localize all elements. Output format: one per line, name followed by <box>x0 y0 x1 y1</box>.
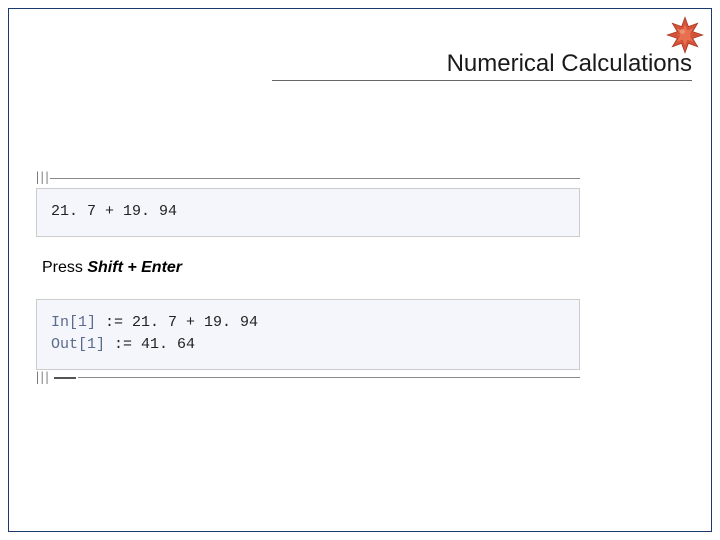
page-title: Numerical Calculations <box>447 50 692 77</box>
content-area: ||| 21. 7 + 19. 94 Press Shift + Enter I… <box>36 170 580 386</box>
cell-bracket-icon: ||| <box>36 170 50 186</box>
cell-divider-line <box>50 178 580 179</box>
out-label: Out[1] <box>51 336 105 353</box>
title-container: Numerical Calculations <box>272 50 692 81</box>
title-underline: Numerical Calculations <box>272 50 692 81</box>
cell-divider-line <box>78 377 580 378</box>
instruction-keys: Shift + Enter <box>87 259 182 276</box>
mathematica-logo-icon <box>664 14 706 56</box>
instruction-text: Press Shift + Enter <box>42 259 580 277</box>
in-expr: 21. 7 + 19. 94 <box>132 314 258 331</box>
input-code-block: 21. 7 + 19. 94 <box>36 188 580 237</box>
input-expression: 21. 7 + 19. 94 <box>51 203 177 220</box>
in-label: In[1] <box>51 314 96 331</box>
instruction-prefix: Press <box>42 259 87 276</box>
out-assign: := <box>105 336 141 353</box>
cell-bracket-bottom: ||| <box>36 370 580 386</box>
cell-bracket-top: ||| <box>36 170 580 186</box>
in-assign: := <box>96 314 132 331</box>
out-value: 41. 64 <box>141 336 195 353</box>
output-code-block: In[1] := 21. 7 + 19. 94 Out[1] := 41. 64 <box>36 299 580 370</box>
cursor-dash <box>54 377 76 379</box>
cell-bracket-icon: ||| <box>36 370 50 386</box>
